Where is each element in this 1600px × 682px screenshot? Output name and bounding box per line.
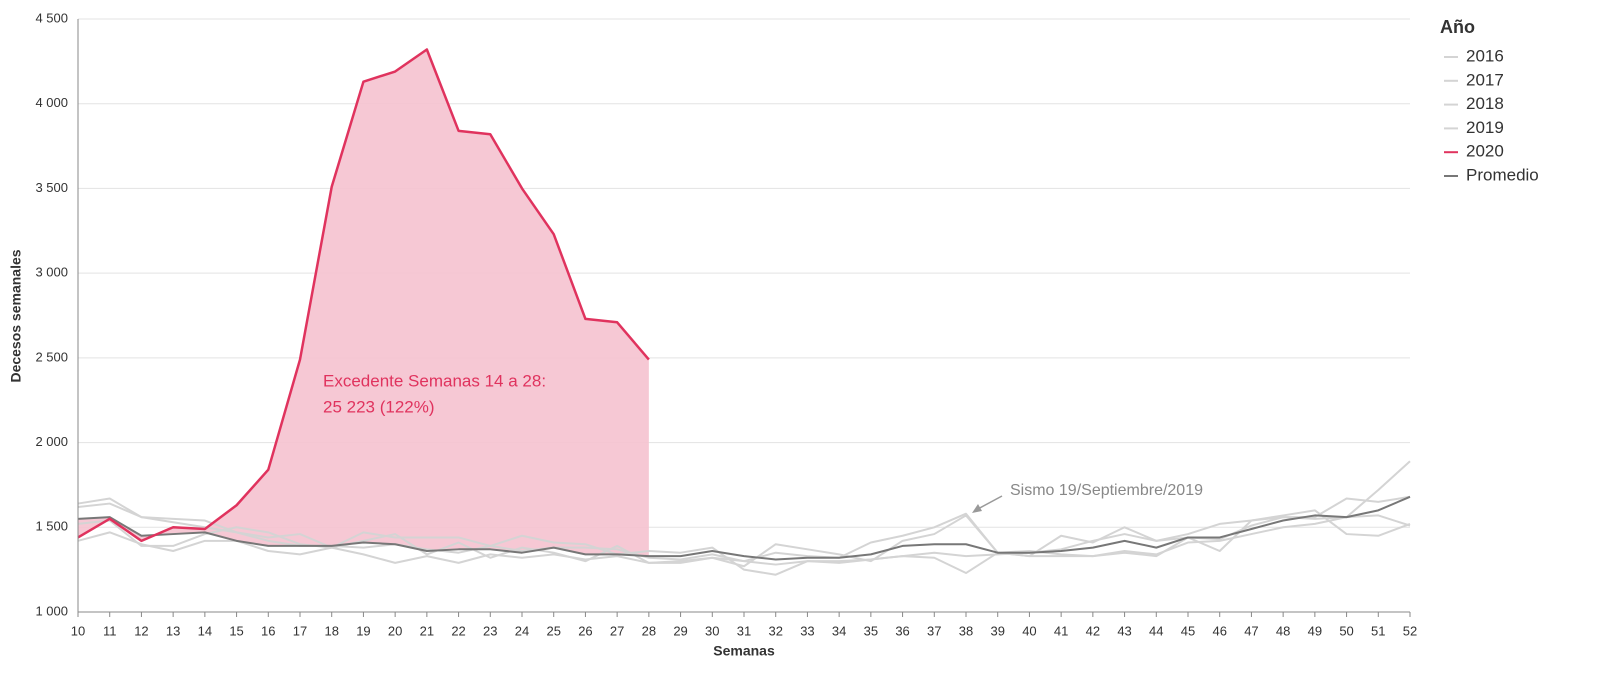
x-tick-label: 50 — [1339, 623, 1353, 638]
x-tick-label: 34 — [832, 623, 846, 638]
x-tick-label: 48 — [1276, 623, 1290, 638]
legend-title: Año — [1440, 17, 1475, 37]
annotation-arrow — [975, 495, 1003, 511]
legend-label: 2018 — [1466, 94, 1504, 113]
x-tick-label: 46 — [1212, 623, 1226, 638]
x-tick-label: 44 — [1149, 623, 1163, 638]
annotation: Sismo 19/Septiembre/2019 — [1010, 482, 1203, 499]
y-tick-label: 3 500 — [35, 180, 68, 195]
y-tick-label: 4 500 — [35, 10, 68, 25]
annotation-arrowhead — [972, 504, 982, 513]
x-tick-label: 45 — [1181, 623, 1195, 638]
x-tick-label: 20 — [388, 623, 402, 638]
x-tick-label: 15 — [229, 623, 243, 638]
series-line — [77, 509, 1411, 576]
y-tick-label: 1 500 — [35, 519, 68, 534]
x-tick-label: 14 — [198, 623, 212, 638]
x-tick-label: 31 — [737, 623, 751, 638]
x-tick-label: 30 — [705, 623, 719, 638]
x-tick-label: 23 — [483, 623, 497, 638]
x-tick-label: 18 — [324, 623, 338, 638]
legend: 2016 2017 2018 2019 2020 Promedio — [1444, 46, 1539, 184]
legend-label: Promedio — [1466, 165, 1539, 184]
legend-label: 2017 — [1466, 70, 1504, 89]
y-axis-label: Decesos semanales — [8, 249, 24, 382]
x-tick-label: 36 — [895, 623, 909, 638]
series-line — [77, 460, 1411, 564]
x-tick-label: 16 — [261, 623, 275, 638]
series-line — [77, 495, 1411, 561]
x-tick-label: 21 — [420, 623, 434, 638]
x-tick-label: 40 — [1022, 623, 1036, 638]
x-tick-label: 28 — [642, 623, 656, 638]
y-tick-label: 4 000 — [35, 95, 68, 110]
excess-area — [78, 49, 649, 557]
x-tick-label: 11 — [103, 623, 117, 638]
legend-label: 2016 — [1466, 46, 1504, 65]
annotation: Excedente Semanas 14 a 28: — [323, 371, 546, 390]
x-tick-label: 32 — [768, 623, 782, 638]
x-tick-label: 19 — [356, 623, 370, 638]
x-tick-label: 52 — [1403, 623, 1417, 638]
x-tick-label: 33 — [800, 623, 814, 638]
legend-label: 2019 — [1466, 118, 1504, 137]
annotation: 25 223 (122%) — [323, 397, 435, 416]
series-line — [77, 48, 650, 543]
x-tick-label: 29 — [673, 623, 687, 638]
x-tick-label: 10 — [71, 623, 85, 638]
x-tick-label: 42 — [1086, 623, 1100, 638]
y-tick-label: 1 000 — [35, 603, 68, 618]
x-tick-label: 37 — [927, 623, 941, 638]
y-tick-label: 2 000 — [35, 434, 68, 449]
x-tick-label: 22 — [451, 623, 465, 638]
x-tick-label: 43 — [1117, 623, 1131, 638]
x-tick-label: 25 — [546, 623, 560, 638]
x-tick-label: 51 — [1371, 623, 1385, 638]
x-tick-label: 27 — [610, 623, 624, 638]
x-tick-label: 49 — [1308, 623, 1322, 638]
y-tick-label: 3 000 — [35, 265, 68, 280]
x-tick-label: 38 — [959, 623, 973, 638]
x-tick-label: 24 — [515, 623, 529, 638]
x-tick-label: 17 — [293, 623, 307, 638]
x-tick-label: 35 — [864, 623, 878, 638]
line-layer — [77, 48, 1411, 576]
area-layer — [78, 49, 649, 557]
legend-label: 2020 — [1466, 142, 1504, 161]
y-tick-label: 2 500 — [35, 349, 68, 364]
x-tick-label: 13 — [166, 623, 180, 638]
x-tick-label: 12 — [134, 623, 148, 638]
x-tick-label: 47 — [1244, 623, 1258, 638]
x-tick-label: 39 — [990, 623, 1004, 638]
x-tick-label: 26 — [578, 623, 592, 638]
x-tick-label: 41 — [1054, 623, 1068, 638]
x-axis-label: Semanas — [713, 643, 775, 659]
